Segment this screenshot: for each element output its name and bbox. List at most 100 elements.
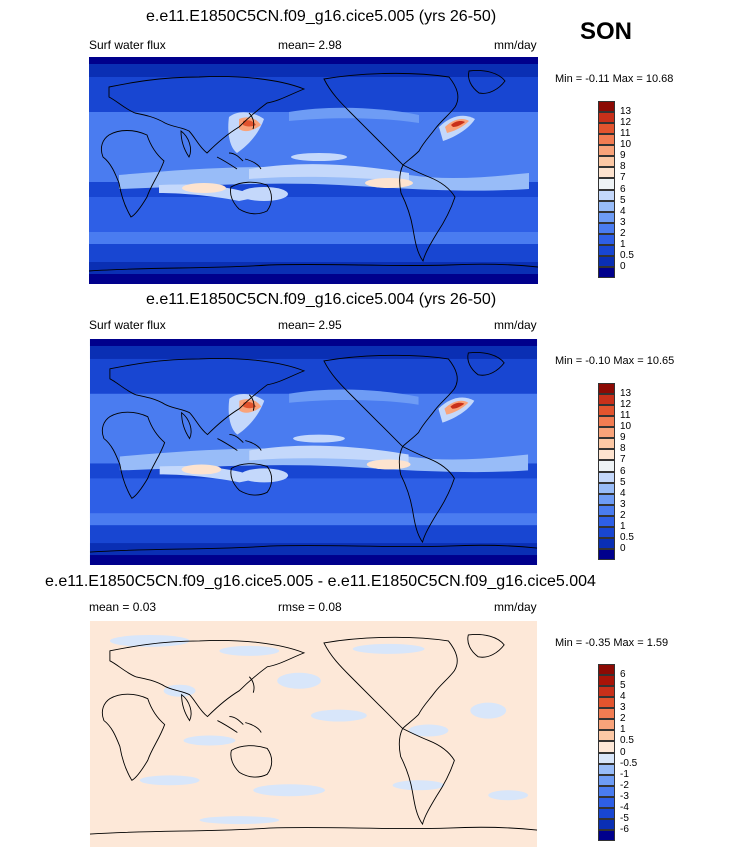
colorbar-box [598,818,615,830]
panel1-variable-label: Surf water flux [89,38,166,52]
colorbar-tick-label: 12 [620,117,632,129]
colorbar-tick-label: 13 [620,106,632,118]
panel3-rmse-label: rmse = 0.08 [278,600,342,614]
colorbar-tick-label: 6 [620,669,626,681]
colorbar-box [598,405,615,417]
colorbar-tick-label: 4 [620,205,626,217]
colorbar-tick-label: 3 [620,216,626,228]
colorbar-box [598,438,615,450]
colorbar-tick-label: 2 [620,713,626,725]
colorbar-box [598,686,615,698]
colorbar-box [598,807,615,819]
colorbar-tick-label: 2 [620,509,626,521]
colorbar-box [598,548,615,560]
colorbar-tick-label: 9 [620,432,626,444]
colorbar-box [598,189,615,201]
colorbar-tick-label: 0 [620,746,626,758]
colorbar-box [598,156,615,168]
colorbar-tick-label: 12 [620,399,632,411]
colorbar-box [598,233,615,245]
colorbar-tick-label: 1 [620,724,626,736]
colorbar-box [598,493,615,505]
colorbar-tick-label: 8 [620,443,626,455]
colorbar-tick-label: 1 [620,520,626,532]
panel2-variable-label: Surf water flux [89,318,166,332]
panel3-coastlines [89,634,538,835]
panel1-title: e.e11.E1850C5CN.f09_g16.cice5.005 (yrs 2… [146,8,497,25]
colorbar-box [598,471,615,483]
colorbar-box [598,482,615,494]
colorbar-tick-label: -0.5 [620,757,638,769]
colorbar-tick-label: 0.5 [620,531,634,543]
colorbar-box [598,829,615,841]
panel3-title: e.e11.E1850C5CN.f09_g16.cice5.005 - e.e1… [45,573,596,590]
colorbar-tick-label: 11 [620,410,631,422]
colorbar-tick-label: 3 [620,498,626,510]
panel1-units-label: mm/day [494,38,537,52]
colorbar-tick-label: 7 [620,172,626,184]
colorbar-tick-label: -1 [620,768,629,780]
colorbar-box [598,178,615,190]
colorbar-tick-label: 5 [620,680,626,692]
colorbar-box [598,785,615,797]
colorbar-tick-label: 4 [620,487,626,499]
colorbar-tick-label: -3 [620,790,629,802]
colorbar-tick-label: 2 [620,227,626,239]
colorbar-box [598,134,615,146]
colorbar-box [598,266,615,278]
panel2-map [89,339,538,565]
colorbar-box [598,719,615,731]
colorbar-box [598,211,615,223]
colorbar-box [598,537,615,549]
panel2-mean-label: mean= 2.95 [278,318,342,332]
colorbar-box [598,427,615,439]
colorbar-box [598,526,615,538]
colorbar-box [598,504,615,516]
colorbar-tick-label: 5 [620,194,626,206]
colorbar-tick-label: 6 [620,183,626,195]
colorbar-box [598,460,615,472]
colorbar-tick-label: -5 [620,812,629,824]
colorbar-box [598,730,615,742]
colorbar-box [598,394,615,406]
colorbar-tick-label: 1 [620,238,626,250]
colorbar-box [598,741,615,753]
panel1-minmax-label: Min = -0.11 Max = 10.68 [555,73,674,85]
colorbar-box [598,383,615,395]
panel3-field [89,621,538,847]
colorbar-box [598,200,615,212]
colorbar-box [598,112,615,124]
colorbar-box [598,752,615,764]
colorbar-tick-label: 0 [620,260,626,272]
colorbar-box [598,675,615,687]
colorbar-tick-label: 13 [620,388,632,400]
panel3-mean-label: mean = 0.03 [89,600,157,614]
colorbar-tick-label: 4 [620,691,626,703]
colorbar-tick-label: 7 [620,454,626,466]
colorbar-box [598,255,615,267]
colorbar-box [598,145,615,157]
panel1-colorbar: 0 0.5 1 2 3 4 5 6 7 8 9 10 11 12 13 [598,101,634,278]
colorbar-tick-label: 10 [620,421,632,433]
panel3-minmax-label: Min = -0.35 Max = 1.59 [555,637,669,649]
panel3-units-label: mm/day [494,600,537,614]
colorbar-tick-label: 0.5 [620,735,634,747]
panel2-units-label: mm/day [494,318,537,332]
panel2-field [89,339,538,565]
colorbar-tick-label: -4 [620,801,629,813]
colorbar-box [598,244,615,256]
colorbar-box [598,763,615,775]
colorbar-box [598,101,615,113]
panel2-title: e.e11.E1850C5CN.f09_g16.cice5.004 (yrs 2… [146,291,497,308]
panel2-coastlines [89,352,538,553]
colorbar-tick-label: 0.5 [620,249,634,261]
colorbar-box [598,664,615,676]
colorbar-box [598,774,615,786]
colorbar-tick-label: -2 [620,779,629,791]
colorbar-tick-label: 9 [620,150,626,162]
season-label: SON [580,18,633,45]
panel2-minmax-label: Min = -0.10 Max = 10.65 [555,355,675,367]
colorbar-tick-label: 6 [620,465,626,477]
colorbar-tick-label: 5 [620,476,626,488]
colorbar-box [598,416,615,428]
